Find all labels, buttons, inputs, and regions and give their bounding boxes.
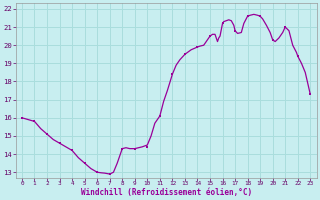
X-axis label: Windchill (Refroidissement éolien,°C): Windchill (Refroidissement éolien,°C): [81, 188, 252, 197]
